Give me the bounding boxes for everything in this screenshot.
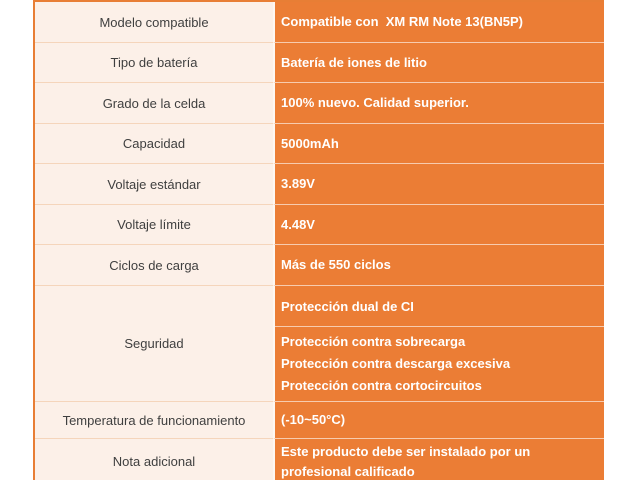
table-row-capacidad: Capacidad 5000mAh <box>35 124 604 164</box>
table-row-temperatura: Temperatura de funcionamiento (-10~50°C) <box>35 402 604 439</box>
spec-value: Compatible con XM RM Note 13(BN5P) <box>273 2 604 43</box>
spec-value-sub: Protección dual de CI <box>275 286 604 327</box>
spec-value-text: Protección contra descarga excesiva <box>281 356 511 371</box>
spec-label: Voltaje límite <box>35 205 273 245</box>
spec-value: 3.89V <box>273 164 604 205</box>
spec-value: 100% nuevo. Calidad superior. <box>273 83 604 124</box>
spec-label: Nota adicional <box>35 439 273 480</box>
spec-value-text: 5000mAh <box>281 135 339 151</box>
table-row-nota-adicional: Nota adicional Este producto debe ser in… <box>35 439 604 480</box>
table-row-ciclos-carga: Ciclos de carga Más de 550 ciclos <box>35 245 604 286</box>
spec-label: Tipo de batería <box>35 43 273 83</box>
spec-value: Más de 550 ciclos <box>273 245 604 286</box>
table-row-grado-celda: Grado de la celda 100% nuevo. Calidad su… <box>35 83 604 124</box>
spec-value-text: Protección dual de CI <box>281 298 414 314</box>
spec-label-text: Modelo compatible <box>99 14 209 30</box>
spec-label-text: Voltaje límite <box>117 217 191 232</box>
spec-value-text: 100% nuevo. Calidad superior. <box>281 95 469 110</box>
spec-label-text: Capacidad <box>122 136 186 151</box>
spec-value-text: Este producto debe ser instalado por un … <box>281 443 534 479</box>
spec-value: (-10~50°C) <box>273 402 604 439</box>
spec-value-text: Protección contra sobrecarga <box>281 334 466 349</box>
table-row-seguridad: Seguridad Protección dual de CI Protecci… <box>35 286 604 402</box>
spec-value-text: 4.48V <box>281 216 315 232</box>
spec-label: Voltaje estándar <box>35 164 273 205</box>
spec-value: 4.48V <box>273 205 604 245</box>
spec-value: 5000mAh <box>273 124 604 164</box>
spec-value: Este producto debe ser instalado por un … <box>273 439 604 480</box>
spec-label: Ciclos de carga <box>35 245 273 286</box>
table-row-modelo-compatible: Modelo compatible Compatible con XM RM N… <box>35 2 604 43</box>
spec-label-text: Seguridad <box>124 336 184 351</box>
spec-label: Grado de la celda <box>35 83 273 124</box>
spec-value-group: Protección dual de CI Protección contra … <box>273 286 604 402</box>
spec-label: Seguridad <box>35 286 273 402</box>
spec-value: Batería de iones de litio <box>273 43 604 83</box>
spec-label-text: Grado de la celda <box>102 95 206 111</box>
table-row-tipo-bateria: Tipo de batería Batería de iones de liti… <box>35 43 604 83</box>
spec-value-text: Compatible con XM RM Note 13(BN5P) <box>281 14 523 29</box>
spec-label: Capacidad <box>35 124 273 164</box>
table-row-voltaje-estandar: Voltaje estándar 3.89V <box>35 164 604 205</box>
spec-label: Temperatura de funcionamiento <box>35 402 273 439</box>
spec-label-text: Temperatura de funcionamiento <box>62 412 246 428</box>
spec-value-text: (-10~50°C) <box>281 412 346 427</box>
spec-value-text: 3.89V <box>281 176 315 191</box>
spec-label-text: Ciclos de carga <box>109 257 199 273</box>
spec-value-text: Protección contra cortocircuitos <box>281 378 482 393</box>
spec-value-text: Batería de iones de litio <box>281 54 427 70</box>
battery-spec-table: Modelo compatible Compatible con XM RM N… <box>33 0 604 480</box>
spec-value-sub: Protección contra sobrecarga Protección … <box>275 327 604 401</box>
spec-label: Modelo compatible <box>35 2 273 43</box>
spec-label-text: Voltaje estándar <box>107 176 201 192</box>
table-row-voltaje-limite: Voltaje límite 4.48V <box>35 205 604 245</box>
spec-label-text: Tipo de batería <box>110 55 198 70</box>
spec-value-text: Más de 550 ciclos <box>281 257 391 272</box>
spec-label-text: Nota adicional <box>112 454 196 469</box>
